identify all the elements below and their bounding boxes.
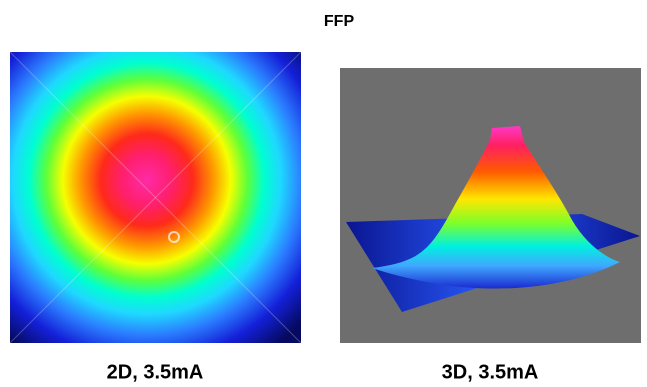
caption: 3D, 3.5mA: [442, 361, 539, 383]
figure: FFP 2D, 3.5mA 3D, 3.5mA: [0, 0, 647, 387]
panel-2d: [10, 52, 301, 343]
panel-3d: [340, 68, 641, 343]
caption: 2D, 3.5mA: [107, 361, 204, 383]
figure-title: FFP: [324, 13, 355, 30]
